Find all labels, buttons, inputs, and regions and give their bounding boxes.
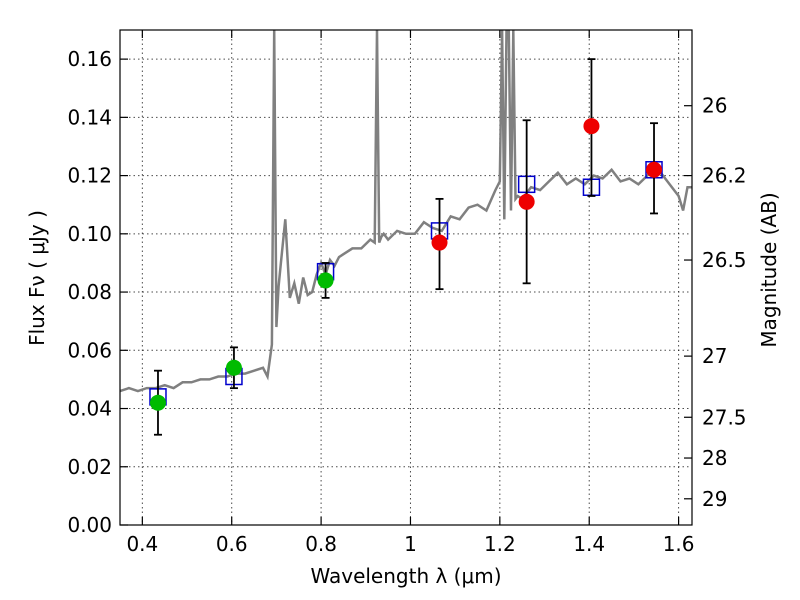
y-tick-label: 0.12 [67, 164, 112, 188]
right-tick-label: 27 [702, 344, 727, 368]
grid-layer [120, 30, 692, 526]
right-tick-label: 26 [702, 94, 727, 118]
observed-point [518, 193, 535, 210]
right-tick-label: 27.5 [702, 405, 747, 429]
y-tick-label: 0.04 [67, 397, 112, 421]
axis-layer [119, 29, 693, 526]
observed-point [225, 359, 242, 376]
x-tick-label: 0.4 [126, 532, 158, 556]
right-tick-label: 28 [702, 446, 727, 470]
label-layer: 0.4 0.6 0.8 1 1.2 1.4 1.6 0.00 0.02 0.04 0.06 0.08 0… [67, 47, 746, 556]
series-layer [120, 30, 692, 436]
y-tick-label: 0.08 [67, 280, 112, 304]
y-tick-label: 0.14 [67, 105, 112, 129]
observed-point [149, 394, 166, 411]
x-tick-label: 0.8 [305, 532, 337, 556]
plot-frame [119, 29, 693, 526]
observed-point [431, 234, 448, 251]
y-tick-label: 0.00 [67, 513, 112, 537]
x-tick-label: 1.6 [663, 532, 695, 556]
y-tick-label: 0.16 [67, 47, 112, 71]
observed-point [583, 118, 600, 135]
x-tick-label: 1 [404, 532, 417, 556]
y-axis-title: Flux Fν ( μJy ) [25, 210, 49, 346]
y-tick-label: 0.10 [67, 222, 112, 246]
right-tick-label: 26.5 [702, 248, 747, 272]
right-axis-title: Magnitude (AB) [757, 192, 781, 347]
x-tick-label: 1.4 [573, 532, 605, 556]
x-axis-title: Wavelength λ (μm) [310, 564, 501, 588]
right-tick-label: 29 [702, 487, 727, 511]
x-tick-label: 1.2 [484, 532, 516, 556]
spectrum-line [120, 30, 692, 393]
right-tick-label: 26.2 [702, 164, 747, 188]
y-tick-label: 0.02 [67, 455, 112, 479]
y-tick-label: 0.06 [67, 338, 112, 362]
observed-point [317, 272, 334, 289]
x-tick-label: 0.6 [216, 532, 248, 556]
observed-point [646, 161, 663, 178]
